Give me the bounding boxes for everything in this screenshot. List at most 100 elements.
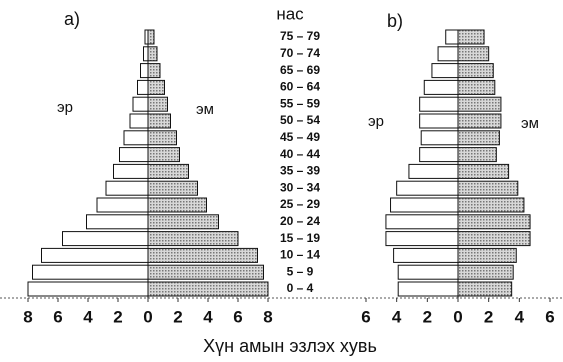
bar bbox=[143, 46, 149, 62]
x-tick-label: 6 bbox=[53, 307, 62, 326]
age-label: 30 – 34 bbox=[280, 180, 320, 194]
bar bbox=[457, 247, 517, 263]
bar bbox=[62, 231, 149, 247]
bar bbox=[113, 163, 149, 179]
bar bbox=[457, 79, 496, 95]
x-tick-label: 4 bbox=[203, 307, 213, 326]
bar bbox=[457, 147, 497, 163]
x-tick-label: 0 bbox=[453, 307, 462, 326]
age-label: 55 – 59 bbox=[280, 96, 320, 110]
bar bbox=[137, 79, 149, 95]
bar bbox=[397, 281, 459, 297]
bar bbox=[140, 63, 149, 79]
bar bbox=[457, 29, 485, 45]
x-tick-label: 4 bbox=[515, 307, 525, 326]
bar bbox=[457, 96, 502, 112]
x-tick-label: 2 bbox=[484, 307, 493, 326]
age-label: 25 – 29 bbox=[280, 197, 320, 211]
bar bbox=[147, 163, 189, 179]
bar bbox=[457, 63, 494, 79]
bar bbox=[390, 197, 459, 213]
bar bbox=[420, 130, 459, 146]
bar bbox=[147, 264, 264, 280]
bar bbox=[147, 214, 219, 230]
series-label: эр bbox=[57, 99, 73, 116]
age-label: 45 – 49 bbox=[280, 130, 320, 144]
age-label: 10 – 14 bbox=[280, 248, 320, 262]
bar bbox=[32, 264, 149, 280]
chart-title: а) bbox=[64, 9, 80, 29]
bar bbox=[457, 113, 502, 129]
bar bbox=[419, 147, 459, 163]
bar bbox=[27, 281, 149, 297]
bar bbox=[423, 79, 459, 95]
series-label: эм bbox=[521, 115, 539, 132]
x-tick-label: 8 bbox=[23, 307, 32, 326]
bar bbox=[147, 231, 239, 247]
bar bbox=[147, 180, 198, 196]
bar bbox=[105, 180, 149, 196]
bar bbox=[457, 231, 531, 247]
bar bbox=[457, 214, 531, 230]
bar bbox=[41, 247, 149, 263]
bar bbox=[457, 281, 513, 297]
bar bbox=[419, 113, 459, 129]
series-label: эр bbox=[368, 113, 384, 130]
bar bbox=[457, 130, 500, 146]
bar bbox=[129, 113, 149, 129]
bar bbox=[147, 247, 258, 263]
bar bbox=[147, 147, 180, 163]
bar bbox=[123, 130, 149, 146]
bar bbox=[431, 63, 459, 79]
bar bbox=[457, 180, 519, 196]
bar bbox=[396, 180, 459, 196]
age-label: 15 – 19 bbox=[280, 231, 320, 245]
x-tick-label: 2 bbox=[173, 307, 182, 326]
bar bbox=[147, 113, 171, 129]
x-tick-label: 2 bbox=[113, 307, 122, 326]
bar bbox=[457, 163, 510, 179]
age-label: 5 – 9 bbox=[287, 264, 314, 278]
bar bbox=[147, 46, 158, 62]
age-label: 60 – 64 bbox=[280, 80, 320, 94]
x-tick-label: 6 bbox=[361, 307, 370, 326]
bar bbox=[147, 281, 269, 297]
age-label: 40 – 44 bbox=[280, 147, 320, 161]
x-tick-label: 2 bbox=[423, 307, 432, 326]
bar bbox=[397, 264, 459, 280]
bar bbox=[147, 63, 161, 79]
x-tick-label: 6 bbox=[545, 307, 554, 326]
bar bbox=[385, 231, 459, 247]
y-axis-title: нас bbox=[276, 4, 304, 23]
bar bbox=[408, 163, 459, 179]
bar bbox=[86, 214, 149, 230]
bar bbox=[445, 29, 459, 45]
x-tick-label: 0 bbox=[143, 307, 152, 326]
age-label: 65 – 69 bbox=[280, 63, 320, 77]
x-axis-title: Хүн амын эзлэх хувь bbox=[203, 336, 377, 356]
age-label: 75 – 79 bbox=[280, 29, 320, 43]
bar bbox=[119, 147, 149, 163]
bar bbox=[393, 247, 459, 263]
bar bbox=[147, 29, 155, 45]
x-tick-label: 8 bbox=[263, 307, 272, 326]
age-label: 0 – 4 bbox=[287, 281, 314, 295]
age-label: 20 – 24 bbox=[280, 214, 320, 228]
bar bbox=[147, 79, 165, 95]
age-label: 50 – 54 bbox=[280, 113, 320, 127]
x-tick-label: 4 bbox=[83, 307, 93, 326]
bar bbox=[132, 96, 149, 112]
x-tick-label: 4 bbox=[392, 307, 402, 326]
bar bbox=[457, 264, 514, 280]
bar bbox=[147, 130, 177, 146]
age-label: 70 – 74 bbox=[280, 46, 320, 60]
bar bbox=[457, 197, 525, 213]
bar bbox=[419, 96, 459, 112]
bar bbox=[147, 197, 207, 213]
bar bbox=[457, 46, 490, 62]
bar bbox=[96, 197, 149, 213]
bar bbox=[385, 214, 459, 230]
x-tick-label: 6 bbox=[233, 307, 242, 326]
bar bbox=[437, 46, 459, 62]
